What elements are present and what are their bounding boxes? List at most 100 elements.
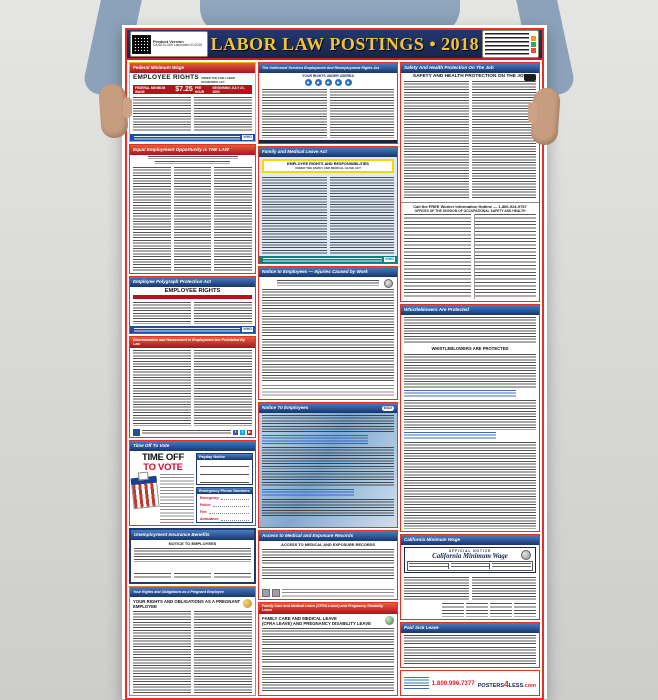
ca-minimum-wage-title: California Minimum Wage (432, 553, 508, 560)
vendor-logo: POSTERS4LESS.com (478, 674, 536, 692)
wage-rate-table (407, 561, 533, 571)
chip-green (531, 41, 536, 47)
edd-logo: EDD (381, 405, 394, 411)
camw-body-text (401, 575, 539, 603)
vendor-bar: 1.800.996.7377 POSTERS4LESS.com (401, 671, 539, 695)
schedule-column (490, 603, 512, 617)
text-block (133, 97, 191, 132)
unemployment-body (131, 546, 254, 572)
column-left: Federal Minimum Wage EMPLOYEE RIGHTS UND… (129, 62, 256, 696)
vote-line2: TO VOTE (143, 461, 183, 473)
text-block (404, 577, 469, 601)
emergency-header: Emergency Phone Numbers (197, 488, 252, 494)
text-block (194, 611, 252, 693)
userra-footer-strip (259, 140, 397, 143)
section-safety-health-protection: Safety And Health Protection On The Job … (400, 62, 540, 302)
text-block (174, 573, 211, 580)
unemployment-title: NOTICE TO EMPLOYEES (168, 541, 217, 546)
facebook-icon: f (233, 430, 238, 435)
link-text-block (404, 432, 497, 440)
text-block (329, 177, 394, 254)
text-block (262, 315, 394, 338)
text-block (262, 681, 394, 693)
whd-logo: WHD (384, 257, 395, 262)
fmw-effective-date: BEGINNING JULY 24, 2009 (212, 85, 245, 94)
youtube-icon: ▶ (247, 430, 252, 435)
text-block (262, 471, 394, 487)
text-block (262, 385, 394, 397)
column-right: Safety And Health Protection On The Job … (400, 62, 540, 696)
discrimination-body-text (130, 348, 255, 428)
section-header: Safety And Health Protection On The Job (401, 63, 539, 73)
dfeh-seal-icon (385, 615, 394, 625)
text-block (404, 354, 536, 388)
emergency-row: Emergency: (200, 495, 249, 500)
table-cell (450, 563, 491, 569)
text-block (133, 302, 191, 324)
chip-red (531, 47, 536, 53)
text-block (404, 647, 536, 665)
fmw-amount: $7.25 (175, 86, 193, 93)
barcode-box (482, 30, 539, 58)
text-block (262, 567, 394, 579)
text-block (173, 167, 212, 271)
footer-fine-print (142, 430, 231, 435)
text-block (262, 499, 394, 517)
fmla-footer: WHD (259, 256, 397, 263)
emergency-row: Fire: (200, 509, 249, 514)
text-block (194, 97, 252, 132)
section-polygraph-protection-act: Employee Polygraph Protection Act EMPLOY… (129, 276, 256, 334)
emergency-row: Police: (200, 502, 249, 507)
barcode-icon (485, 33, 529, 55)
section-header: California Minimum Wage (401, 535, 539, 545)
osha-body-text (401, 79, 539, 201)
ballot-stripes (131, 482, 160, 510)
emergency-label: Ambulance: (200, 517, 220, 521)
vote-body: TIME OFF TO VOTE (130, 451, 255, 525)
person-left-thumb (123, 97, 132, 118)
labor-law-poster: Product Version CA All-In-One Laminated … (122, 25, 547, 700)
text-block (262, 447, 394, 469)
section-discrimination-harassment: Discrimination and Harassment in Employm… (129, 336, 256, 438)
fmw-footer: WHD (130, 134, 255, 141)
worker-hotline: Call the FREE Worker Information Hotline… (401, 202, 539, 209)
userra-body-text (259, 87, 397, 140)
section-header: Notice To Employees EDD (259, 403, 397, 413)
section-header: Discrimination and Harassment in Employm… (130, 337, 255, 348)
official-notice-label: OFFICIAL NOTICE (448, 549, 492, 553)
table-cell (409, 563, 449, 569)
official-notice-box: OFFICIAL NOTICE California Minimum Wage (404, 547, 536, 573)
injuries-body (259, 277, 397, 399)
poster-title: LABOR LAW POSTINGS • 2018 (210, 33, 480, 54)
fmla-title-line1: EMPLOYEE RIGHTS AND RESPONSIBILITIES (287, 162, 369, 166)
link-text-block (262, 489, 355, 497)
ballot-box-icon (130, 471, 160, 510)
section-time-off-to-vote: Time Off To Vote TIME OFF TO VOTE (129, 440, 256, 526)
link-text-block (262, 435, 368, 445)
fill-in-line (209, 509, 249, 514)
fmw-subtitle: UNDER THE FAIR LABOR STANDARDS ACT (200, 76, 236, 84)
state-seal-icon (521, 550, 531, 560)
centered-subtitle-line (155, 161, 230, 164)
section-pregnant-employee-rights: Your Rights and Obligations as a Pregnan… (129, 586, 256, 696)
text-block (471, 577, 536, 601)
poster-body: Federal Minimum Wage EMPLOYEE RIGHTS UND… (127, 60, 542, 698)
pregnant-body-text (130, 609, 255, 695)
whistleblowers-body: WHISTLEBLOWERS ARE PROTECTED (401, 315, 539, 531)
link-text-block (404, 390, 517, 398)
section-unemployment-insurance: Unemployment Insurance Benefits NOTICE T… (129, 528, 256, 584)
state-seal-icon (243, 599, 252, 608)
text-block (404, 442, 536, 529)
dosh-offices-table (401, 213, 539, 301)
text-block (262, 627, 394, 646)
cfra-title-line1: FAMILY CARE AND MEDICAL LEAVE (262, 615, 337, 621)
whd-logo: WHD (242, 327, 253, 332)
centered-subtitle-line (147, 156, 238, 159)
text-block (194, 349, 252, 426)
fmla-body-text (259, 175, 397, 256)
fill-in-line (221, 516, 249, 521)
vendor-phone: 1.800.996.7377 (431, 679, 475, 687)
vote-headline: TIME OFF TO VOTE (132, 453, 194, 472)
text-block (404, 81, 469, 200)
